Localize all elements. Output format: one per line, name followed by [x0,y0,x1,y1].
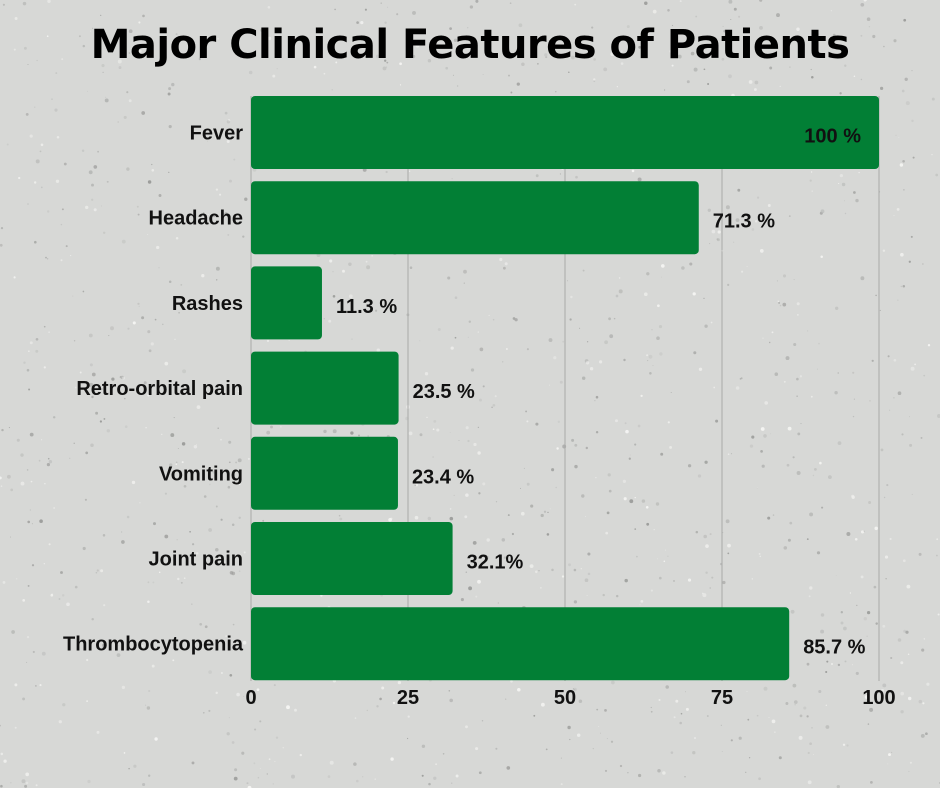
category-label: Vomiting [159,463,243,485]
x-tick-label: 50 [554,687,576,709]
category-label: Joint pain [149,549,243,571]
chart-title: Major Clinical Features of Patients [90,22,850,68]
data-label: 71.3 % [713,211,775,233]
data-label: 11.3 % [336,296,397,318]
bar [251,607,790,681]
data-label: 23.5 % [413,381,475,403]
bar [251,181,699,255]
data-label: 23.4 % [412,466,474,488]
bar [251,436,398,510]
data-label: 85.7 % [803,637,865,659]
data-label: 100 % [804,126,861,148]
category-label: Rashes [172,293,243,315]
category-label: Thrombocytopenia [63,634,244,656]
data-label: 32.1% [467,552,524,574]
x-tick-label: 100 [862,687,895,709]
bar [251,266,322,340]
bar [251,522,453,595]
category-label: Retro-orbital pain [76,378,243,400]
x-tick-label: 75 [711,687,733,709]
x-tick-label: 25 [397,687,419,709]
bar [251,96,879,169]
category-label: Headache [149,208,244,230]
bar [251,351,399,425]
x-tick-label: 0 [245,687,256,709]
category-label: Fever [190,123,244,145]
